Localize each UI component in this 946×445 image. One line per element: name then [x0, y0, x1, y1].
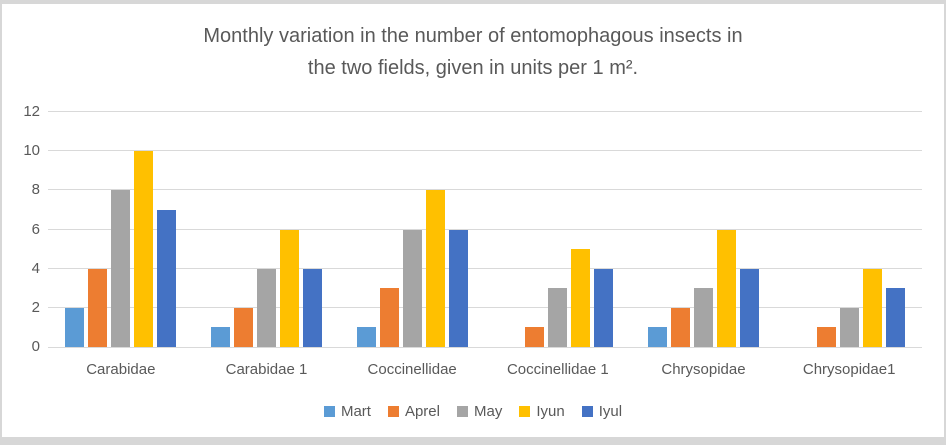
legend-label-iyul: Iyul — [598, 403, 623, 420]
bar-iyun-chrysopidae — [716, 229, 736, 347]
bar-may-coccinellidae — [402, 229, 422, 347]
gridline-10 — [48, 150, 922, 152]
y-tick-label-4: 4 — [31, 259, 40, 277]
chart-title-line-2: the two fields, given in units per 1 m². — [307, 57, 639, 79]
x-axis-label-chrysopidae: Chrysopidae — [661, 361, 746, 378]
y-tick-label-2: 2 — [31, 298, 40, 316]
bar-group-coccinellidae-1 — [485, 112, 631, 347]
bar-mart-carabidae-1 — [210, 327, 230, 347]
y-tick-label-10: 10 — [23, 142, 40, 160]
bar-iyun-carabidae-1 — [279, 229, 299, 347]
x-axis-line — [48, 347, 922, 348]
x-axis-label-carabidae: Carabidae — [86, 361, 156, 378]
bar-iyun-coccinellidae — [425, 190, 445, 347]
bar-group-coccinellidae — [339, 112, 485, 347]
bar-may-chrysopidae — [693, 288, 713, 347]
x-axis-label-coccinellidae: Coccinellidae — [367, 361, 457, 378]
legend-swatch-aprel — [387, 406, 399, 417]
bar-iyul-coccinellidae-1 — [594, 268, 614, 347]
y-tick-label-12: 12 — [23, 103, 40, 120]
bar-aprel-coccinellidae-1 — [525, 327, 545, 347]
bar-iyul-chrysopidae1 — [885, 288, 905, 347]
y-tick-label-8: 8 — [31, 181, 40, 199]
legend-label-mart: Mart — [340, 403, 371, 420]
gridline-6 — [48, 228, 922, 230]
plot-area — [48, 111, 922, 348]
x-axis-label-carabidae-1: Carabidae 1 — [225, 361, 308, 378]
legend: Mart Aprel May Iyun Iyul — [2, 403, 944, 420]
legend-label-aprel: Aprel — [404, 403, 440, 420]
chart-title-line-1: Monthly variation in the number of entom… — [203, 25, 743, 47]
legend-item-aprel: Aprel — [387, 403, 440, 420]
bar-may-coccinellidae-1 — [548, 288, 568, 347]
legend-item-iyul: Iyul — [581, 403, 623, 420]
bar-iyul-carabidae-1 — [302, 268, 322, 347]
y-tick-label-0: 0 — [31, 338, 40, 355]
gridline-2 — [48, 306, 922, 308]
gridline-4 — [48, 267, 922, 269]
y-tick-label-6: 6 — [31, 220, 40, 238]
bar-iyun-carabidae — [134, 151, 154, 347]
bar-iyun-coccinellidae-1 — [571, 249, 591, 347]
bar-aprel-carabidae-1 — [233, 307, 253, 347]
bar-may-carabidae — [111, 190, 131, 347]
legend-label-iyun: Iyun — [536, 403, 565, 420]
bar-aprel-carabidae — [88, 268, 108, 347]
gridline-12 — [48, 111, 922, 112]
legend-item-mart: Mart — [323, 403, 371, 420]
bar-iyun-chrysopidae1 — [862, 268, 882, 347]
bar-may-chrysopidae1 — [839, 307, 859, 347]
legend-swatch-iyul — [581, 406, 593, 417]
bar-aprel-chrysopidae1 — [816, 327, 836, 347]
legend-swatch-may — [456, 406, 468, 417]
legend-swatch-iyun — [519, 406, 531, 417]
x-axis-label-coccinellidae-1: Coccinellidae 1 — [506, 361, 609, 378]
x-axis-label-chrysopidae1: Chrysopidae1 — [802, 361, 896, 378]
bar-iyul-carabidae — [157, 209, 177, 347]
gridline-8 — [48, 189, 922, 191]
bar-group-carabidae-1 — [194, 112, 340, 347]
bar-group-chrysopidae — [631, 112, 777, 347]
bar-mart-chrysopidae — [647, 327, 667, 347]
bar-aprel-chrysopidae — [670, 307, 690, 347]
bar-group-carabidae — [48, 112, 194, 347]
bar-may-carabidae-1 — [256, 268, 276, 347]
chart-title: Monthly variation in the number of entom… — [2, 20, 944, 84]
legend-item-may: May — [456, 403, 503, 420]
bar-mart-carabidae — [65, 307, 85, 347]
legend-label-may: May — [473, 403, 503, 420]
bar-iyul-coccinellidae — [448, 229, 468, 347]
bar-mart-coccinellidae — [356, 327, 376, 347]
legend-swatch-mart — [323, 406, 335, 417]
bar-iyul-chrysopidae — [739, 268, 759, 347]
bar-aprel-coccinellidae — [379, 288, 399, 347]
legend-item-iyun: Iyun — [519, 403, 565, 420]
bar-group-chrysopidae1 — [776, 112, 922, 347]
